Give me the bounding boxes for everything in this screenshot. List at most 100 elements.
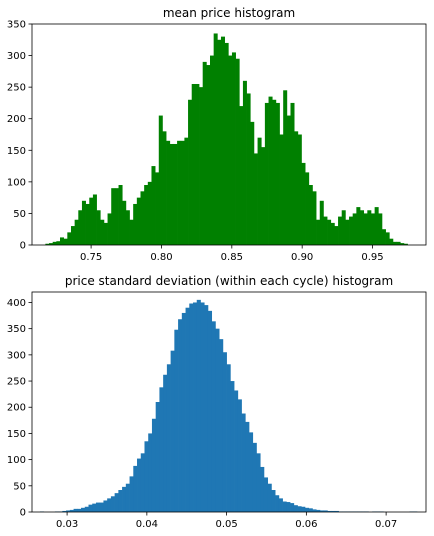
histogram-bar [110,496,115,512]
histogram-bar [245,421,250,512]
x-tick-label: 0.03 [56,519,78,530]
y-tick-label: 200 [7,403,26,414]
histogram-bar [268,96,273,245]
histogram-bar [327,219,332,245]
histogram-bar [219,339,224,512]
histogram-bar [272,99,277,246]
histogram-bar [95,502,101,512]
x-tick-label: 0.90 [291,252,313,263]
histogram-bar [178,319,183,512]
histogram-bar [166,140,171,245]
histogram-bar [162,131,167,245]
y-tick-label: 350 [7,20,26,31]
histogram-bar [341,210,346,245]
histogram-bar [170,350,175,512]
x-tick-label: 0.80 [150,252,172,263]
histogram-bar [275,102,280,246]
x-tick-label: 0.04 [136,519,158,530]
histogram-bar [122,200,127,245]
histogram-bar [211,321,216,512]
histogram-bar [69,509,74,512]
histogram-bar [301,162,306,245]
histogram-bar [319,200,324,245]
histogram-bar [189,303,194,512]
histogram-bar [271,490,276,512]
chart-title: price standard deviation (within each cy… [65,274,393,288]
histogram-bar [367,210,372,245]
histogram-bar [210,55,215,245]
histogram-bar [89,197,94,245]
histogram-bar [56,241,61,245]
histogram-bar [308,508,313,512]
histogram-bar [70,226,75,245]
histogram-bar [169,143,174,245]
histogram-bar [166,364,171,512]
histogram-bar [77,508,82,512]
histogram-bar [235,58,240,246]
histogram-bar [381,229,386,245]
histogram-bar [73,508,78,512]
histogram-bar [304,507,310,512]
histogram-bar [282,501,287,512]
histogram-bar [49,243,54,245]
histogram-bar [193,302,198,512]
histogram-bar [290,102,295,246]
histogram-bar [278,498,283,512]
histogram-bar [389,238,394,245]
histogram-bar [181,312,186,512]
histogram-bar [378,213,383,245]
histogram-bar [67,232,72,245]
histogram-bar [345,219,350,245]
histogram-bar [88,504,93,512]
histogram-bar [204,305,209,512]
histogram-bar [125,210,130,245]
histogram-bar [96,210,101,245]
histogram-bar [360,210,365,245]
histogram-bar [140,453,145,512]
histogram-bar [155,402,160,512]
histogram-bar [196,299,201,512]
histogram-bar [177,140,182,245]
histogram-bar [230,381,235,512]
histogram-bar [200,302,205,512]
histogram-bar [323,510,328,512]
y-tick-label: 250 [7,377,26,388]
histogram-bar [385,232,390,245]
histogram-bar [305,172,310,245]
histogram-bar [81,507,86,512]
price-std-histogram: price standard deviation (within each cy… [7,274,427,530]
histogram-bar [260,466,265,512]
histogram-bar [148,433,153,512]
histogram-bar [103,500,108,512]
histogram-bar [275,495,280,512]
histogram-bar [92,503,97,512]
histogram-bar [118,490,123,512]
histogram-bar [392,241,397,245]
histogram-bar [103,222,108,245]
x-tick-label: 0.06 [295,519,317,530]
histogram-bar [125,483,130,512]
y-tick-label: 400 [7,298,26,309]
histogram-bar [220,36,225,245]
histogram-bar [78,210,83,245]
histogram-bar [111,188,116,245]
histogram-bar [294,131,299,245]
histogram-bar [239,106,244,245]
histogram-bar [158,115,163,245]
histogram-bar [356,207,361,245]
histogram-bar [297,506,302,512]
histogram-bar [202,61,207,245]
histogram-bar [155,172,160,245]
histogram-bar [74,219,79,245]
histogram-bar [403,243,408,245]
histogram-bar [173,143,178,245]
histogram-bar [246,93,251,246]
histogram-bar [144,185,149,245]
y-tick-label: 300 [7,51,26,62]
histogram-bar [316,219,321,245]
histogram-bar [118,185,123,245]
histogram-bar [114,493,119,512]
histogram-bar [222,352,227,512]
histogram-bar [261,147,266,245]
histogram-bar [308,185,313,245]
